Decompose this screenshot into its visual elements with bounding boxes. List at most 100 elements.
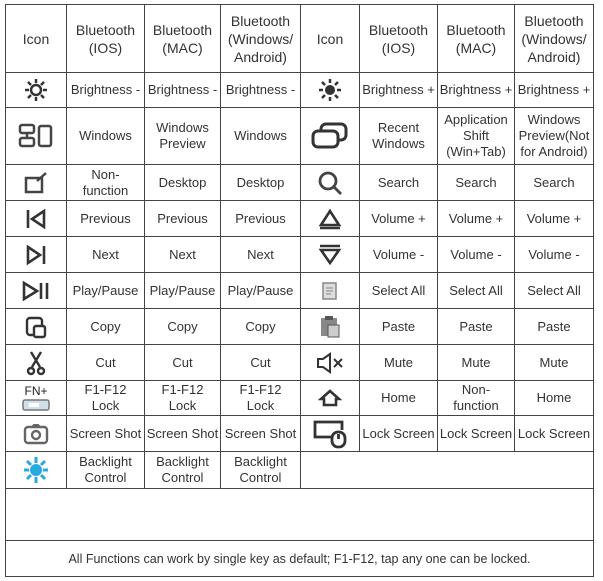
icon-cell [300, 380, 360, 416]
function-cell: Select All [514, 272, 594, 309]
header-windows: Bluetooth (Windows/ Android) [220, 4, 301, 73]
function-cell: Lock Screen [437, 415, 515, 452]
function-cell: Previous [220, 200, 301, 237]
table-row: Windows Windows Preview Windows Recent Wind… [5, 107, 594, 165]
icon-cell [5, 164, 67, 201]
icon-cell [300, 415, 360, 452]
function-cell: Backlight Control [144, 451, 221, 489]
footer-row: All Functions can work by single key as … [5, 540, 594, 577]
function-cell: Desktop [144, 164, 221, 201]
footer-note: All Functions can work by single key as … [5, 540, 594, 577]
select-all-icon [302, 280, 359, 302]
function-cell: Cut [144, 344, 221, 381]
function-cell: Paste [514, 308, 594, 345]
fn-label: FN+ [24, 383, 48, 398]
icon-cell [5, 415, 67, 452]
function-cell: Brightness - [66, 72, 145, 108]
icon-cell [300, 107, 360, 165]
function-cell: F1-F12 Lock [220, 380, 301, 416]
header-mac: Bluetooth (MAC) [144, 4, 221, 73]
icon-cell [300, 344, 360, 381]
icon-cell: FN+ [5, 380, 67, 416]
table-row: Copy Copy Copy Paste Paste Paste [5, 308, 594, 345]
function-cell: Next [220, 236, 301, 273]
function-cell: Screen Shot [144, 415, 221, 452]
empty-row [5, 488, 594, 541]
icon-cell [300, 164, 360, 201]
function-cell: Play/Pause [144, 272, 221, 309]
function-cell: Play/Pause [66, 272, 145, 309]
function-cell: Windows [220, 107, 301, 165]
home-icon [302, 388, 359, 408]
function-cell: Application Shift (Win+Tab) [437, 107, 515, 165]
table-row: Play/Pause Play/Pause Play/Pause Select All… [5, 272, 594, 309]
function-cell: Brightness - [220, 72, 301, 108]
icon-cell [300, 236, 360, 273]
function-cell: Next [66, 236, 145, 273]
function-cell: Volume - [437, 236, 515, 273]
volume-down-icon [302, 244, 359, 266]
play-pause-icon [7, 280, 66, 302]
empty-cell [5, 488, 594, 541]
function-cell: F1-F12 Lock [66, 380, 145, 416]
function-cell: Screen Shot [66, 415, 145, 452]
header-icon: Icon [5, 4, 67, 73]
table-row: Backlight Control Backlight Control Backli… [5, 451, 594, 489]
function-cell: Play/Pause [220, 272, 301, 309]
cut-icon [7, 350, 66, 376]
function-cell: Mute [437, 344, 515, 381]
table-row: Cut Cut Cut Mute Mute Mute [5, 344, 594, 381]
function-cell: Volume - [359, 236, 438, 273]
function-cell: Search [514, 164, 594, 201]
function-cell: Next [144, 236, 221, 273]
table-row: Next Next Next Volume - Volume - Volume - [5, 236, 594, 273]
header-mac: Bluetooth (MAC) [437, 4, 515, 73]
lock-screen-icon [302, 419, 359, 449]
function-cell: Home [359, 380, 438, 416]
header-ios: Bluetooth (IOS) [359, 4, 438, 73]
table-row: Brightness - Brightness - Brightness - Brig… [5, 72, 594, 108]
backlight-icon [7, 456, 66, 484]
empty-cell [300, 451, 594, 489]
function-cell: Previous [66, 200, 145, 237]
brightness-down-icon [7, 78, 66, 102]
recent-windows-icon [302, 122, 359, 150]
function-cell: Windows Preview [144, 107, 221, 165]
function-cell: Brightness + [437, 72, 515, 108]
icon-cell [5, 72, 67, 108]
icon-cell [5, 236, 67, 273]
header-icon: Icon [300, 4, 360, 73]
table-row: Screen Shot Screen Shot Screen Shot Lock Sc… [5, 415, 594, 452]
screenshot-icon [7, 423, 66, 445]
function-cell: Cut [220, 344, 301, 381]
icon-cell [5, 308, 67, 345]
function-cell: Brightness - [144, 72, 221, 108]
copy-icon [7, 315, 66, 339]
function-cell: Select All [359, 272, 438, 309]
table-row: FN+ F1-F12 Lock F1-F12 Lock F1-F12 Lock Home… [5, 380, 594, 416]
function-cell: Backlight Control [66, 451, 145, 489]
mute-icon [302, 351, 359, 374]
function-cell: Copy [220, 308, 301, 345]
paste-icon [302, 315, 359, 339]
header-windows: Bluetooth (Windows/ Android) [514, 4, 594, 73]
function-cell: Search [437, 164, 515, 201]
function-cell: Windows Preview(Not for Android) [514, 107, 594, 165]
icon-cell [300, 72, 360, 108]
function-cell: Volume + [514, 200, 594, 237]
function-cell: Copy [144, 308, 221, 345]
function-cell: Mute [514, 344, 594, 381]
function-cell: Lock Screen [514, 415, 594, 452]
table-row: Previous Previous Previous Volume + Volume +… [5, 200, 594, 237]
icon-cell [300, 200, 360, 237]
function-cell: Select All [437, 272, 515, 309]
function-cell: Paste [359, 308, 438, 345]
icon-cell [5, 344, 67, 381]
function-cell: Previous [144, 200, 221, 237]
volume-up-icon [302, 208, 359, 230]
brightness-up-icon [302, 78, 359, 102]
function-cell: Volume + [437, 200, 515, 237]
function-cell: F1-F12 Lock [144, 380, 221, 416]
icon-cell [5, 451, 67, 489]
function-cell: Cut [66, 344, 145, 381]
